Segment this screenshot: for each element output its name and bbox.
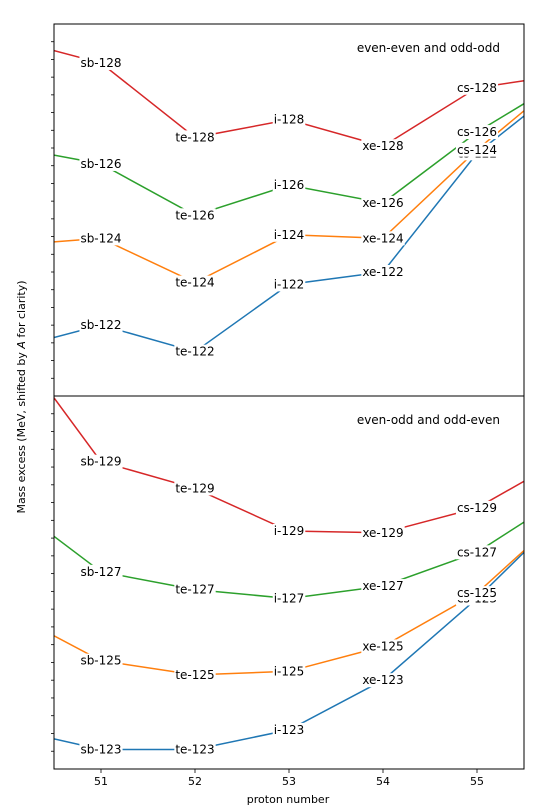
point-label: i-128: [274, 113, 305, 127]
point-label-background: [455, 586, 499, 601]
point-label-background: [79, 742, 123, 757]
panel-top: even-even and odd-odd sb-122 te-122 i-122 x…: [51, 23, 525, 397]
point-label: sb-129: [80, 455, 121, 469]
y-axis-label: Mass excess (MeV, shifted by A for clari…: [15, 280, 28, 513]
point-label: cs-124: [457, 143, 497, 157]
point-label-background: [79, 55, 123, 70]
point-label-background: [272, 112, 306, 127]
point-label-background: [455, 500, 499, 515]
x-axis-label: proton number: [247, 793, 330, 806]
point-label: sb-128: [80, 56, 121, 70]
point-label: sb-125: [80, 654, 121, 668]
point-label: xe-128: [362, 139, 403, 153]
x-tick-label: 55: [470, 775, 484, 788]
point-label-background: [361, 639, 405, 654]
point-label-background: [361, 195, 405, 210]
point-label: xe-127: [362, 579, 403, 593]
point-label-background: [361, 231, 405, 246]
point-label: sb-122: [80, 318, 121, 332]
point-label-background: [361, 265, 405, 279]
point-label: te-126: [175, 208, 214, 222]
point-label-background: [272, 178, 306, 193]
y-axis-label-italic: A: [15, 341, 28, 350]
point-label-background: [361, 673, 405, 688]
point-label: i-122: [274, 277, 305, 291]
x-tick-label: 51: [94, 775, 108, 788]
point-label-background: [272, 227, 306, 242]
point-label-background: [79, 564, 123, 579]
point-label: te-127: [175, 583, 214, 597]
point-label-background: [361, 139, 405, 154]
point-label: te-125: [175, 668, 214, 682]
point-label: i-123: [274, 723, 305, 737]
point-label: i-129: [274, 524, 305, 538]
point-label: xe-129: [362, 526, 403, 540]
point-label: i-127: [274, 591, 305, 605]
point-label-background: [361, 525, 405, 540]
point-label: sb-124: [80, 231, 121, 245]
point-label: te-122: [175, 345, 214, 359]
point-label-background: [174, 667, 216, 682]
point-label-background: [272, 591, 306, 606]
point-label-background: [361, 579, 405, 594]
point-label-background: [174, 742, 216, 757]
point-label-background: [272, 664, 306, 679]
panel-bottom: even-odd and odd-even 51 52 53 54 55 sb-123 te…: [51, 395, 525, 788]
point-label: sb-127: [80, 565, 121, 579]
point-label: cs-125: [457, 586, 497, 600]
point-label-background: [79, 156, 123, 171]
y-axis-label-part-2: for clarity): [15, 280, 28, 341]
point-label-background: [272, 523, 306, 538]
point-label-background: [174, 582, 216, 597]
point-label-background: [272, 277, 306, 292]
point-label-background: [79, 318, 123, 333]
x-tick-label: 54: [376, 775, 390, 788]
point-label-background: [174, 130, 216, 145]
point-label: te-129: [175, 481, 214, 495]
point-label: i-125: [274, 664, 305, 678]
x-tick-label: 52: [188, 775, 202, 788]
point-label: xe-125: [362, 639, 403, 653]
point-label: cs-128: [457, 81, 497, 95]
point-label: cs-129: [457, 501, 497, 515]
point-label-background: [455, 80, 499, 95]
point-label: sb-126: [80, 157, 121, 171]
point-label: cs-126: [457, 125, 497, 139]
x-tick-label: 53: [282, 775, 296, 788]
point-label-background: [174, 344, 216, 359]
point-label-background: [455, 125, 499, 140]
point-label: te-124: [175, 276, 214, 290]
point-label: sb-123: [80, 742, 121, 756]
point-label: cs-127: [457, 545, 497, 559]
point-label: i-126: [274, 178, 305, 192]
point-label-background: [455, 545, 499, 560]
panel-bottom-frame: [53, 395, 525, 770]
point-label-background: [455, 142, 499, 157]
point-label-background: [174, 481, 216, 496]
y-axis-label-part-1: Mass excess (MeV, shifted by: [15, 349, 28, 514]
point-label-background: [174, 275, 216, 290]
point-label-background: [79, 454, 123, 469]
point-label: xe-124: [362, 231, 403, 245]
point-label: te-123: [175, 742, 214, 756]
point-label-background: [79, 231, 123, 246]
point-label-background: [272, 722, 306, 737]
point-label-background: [174, 208, 216, 223]
point-label: xe-122: [362, 265, 403, 279]
point-label: te-128: [175, 130, 214, 144]
panel-bottom-title: even-odd and odd-even: [357, 413, 500, 427]
point-label: xe-126: [362, 196, 403, 210]
point-label: i-124: [274, 228, 305, 242]
panel-top-title: even-even and odd-odd: [357, 41, 500, 55]
point-label-background: [79, 653, 123, 668]
point-label: xe-123: [362, 673, 403, 687]
